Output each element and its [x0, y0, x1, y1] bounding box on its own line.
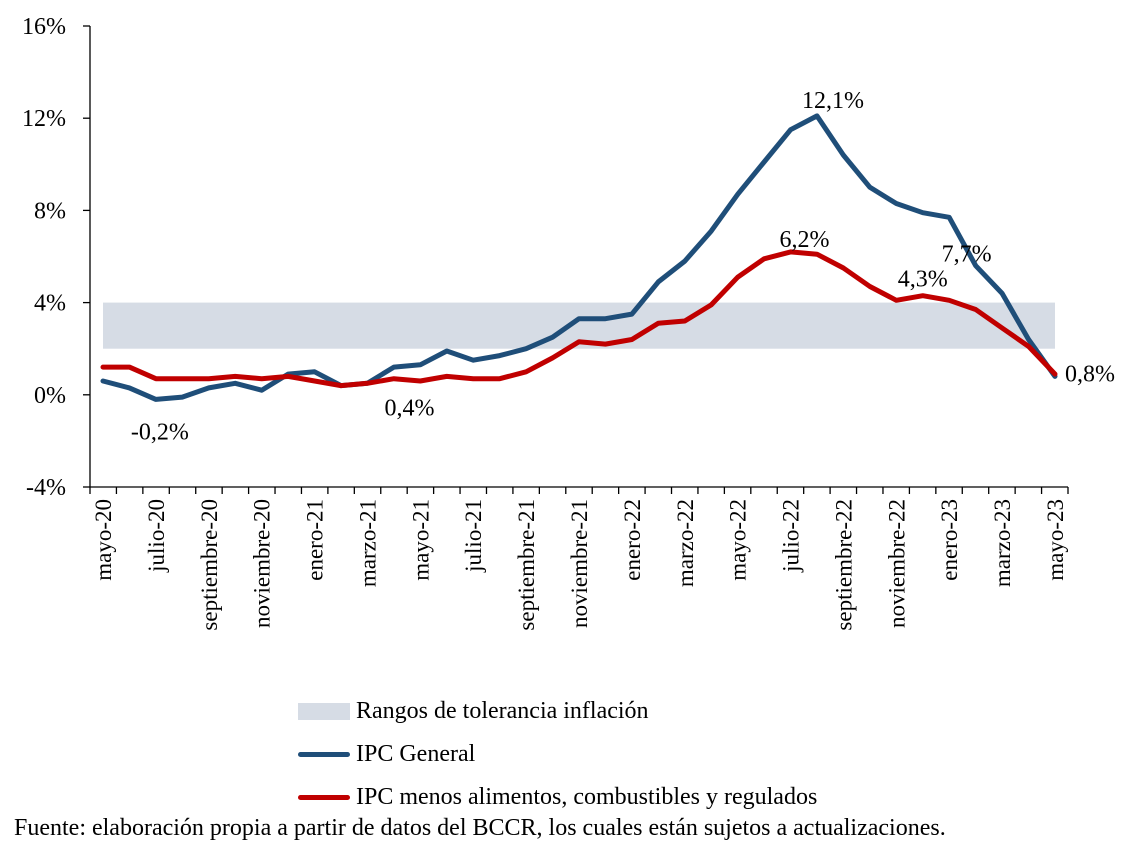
x-tick-label: julio-22	[779, 499, 804, 573]
data-label: -0,2%	[131, 419, 189, 445]
y-tick-label: 8%	[34, 198, 66, 224]
y-tick-label: -4%	[26, 475, 66, 501]
legend-swatch-core	[298, 795, 350, 800]
legend-item-core: IPC menos alimentos, combustibles y regu…	[298, 776, 817, 819]
x-tick-label: marzo-23	[990, 499, 1015, 587]
x-tick-label: septiembre-20	[197, 499, 222, 631]
x-tick-label: noviembre-21	[567, 499, 592, 628]
y-tick-label: 16%	[22, 14, 66, 40]
x-tick-label: marzo-21	[355, 499, 380, 587]
data-label: 0,4%	[384, 395, 434, 421]
legend-label-general: IPC General	[356, 741, 476, 767]
legend-swatch-general	[298, 752, 350, 757]
x-tick-label: septiembre-22	[831, 499, 856, 631]
x-tick-label: enero-23	[937, 499, 962, 581]
x-tick-label: julio-20	[144, 499, 169, 573]
x-tick-label: noviembre-20	[250, 499, 275, 628]
x-tick-label: noviembre-22	[884, 499, 909, 628]
data-label: 6,2%	[780, 227, 830, 253]
x-tick-label: julio-21	[461, 499, 486, 573]
x-tick-label: marzo-22	[673, 499, 698, 587]
y-tick-label: 4%	[34, 291, 66, 317]
legend-item-band: Rangos de tolerancia inflación	[298, 690, 817, 733]
line-chart: -4% 0% 4% 8% 12% 16% mayo-20 julio-20 septiembre…	[22, 14, 1115, 631]
data-label: 0,8%	[1065, 361, 1115, 387]
legend: Rangos de tolerancia inflación IPC Gener…	[298, 690, 817, 819]
x-tick-label: enero-21	[303, 499, 328, 581]
series-line-ipc-core	[100, 249, 1058, 389]
legend-label-core: IPC menos alimentos, combustibles y regu…	[356, 784, 818, 810]
series-line-ipc-general	[100, 113, 1058, 402]
x-tick-label: septiembre-21	[514, 499, 539, 631]
x-tick-label: mayo-21	[408, 499, 433, 581]
y-tick-label: 0%	[34, 383, 66, 409]
x-tick-label: enero-22	[620, 499, 645, 581]
data-label: 7,7%	[942, 242, 992, 268]
data-label: 4,3%	[898, 267, 948, 293]
source-note: Fuente: elaboración propia a partir de d…	[14, 815, 946, 841]
legend-swatch-band	[298, 703, 350, 720]
x-tick-label: mayo-22	[726, 499, 751, 581]
y-tick-label: 12%	[22, 106, 66, 132]
legend-label-band: Rangos de tolerancia inflación	[356, 698, 649, 724]
data-label: 12,1%	[802, 88, 864, 114]
legend-item-general: IPC General	[298, 733, 817, 776]
x-tick-label: mayo-23	[1043, 499, 1068, 581]
x-tick-label: mayo-20	[91, 499, 116, 581]
